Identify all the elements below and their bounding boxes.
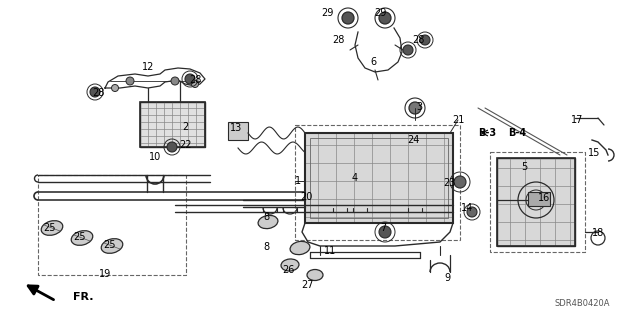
- Circle shape: [342, 12, 354, 24]
- Circle shape: [191, 80, 198, 87]
- Text: 4: 4: [352, 173, 358, 183]
- Text: FR.: FR.: [73, 292, 93, 302]
- Text: 19: 19: [99, 269, 111, 279]
- Ellipse shape: [307, 270, 323, 280]
- Text: 5: 5: [521, 162, 527, 172]
- Bar: [305, 133, 453, 223]
- Text: 24: 24: [407, 135, 419, 145]
- Text: 27: 27: [301, 280, 314, 290]
- Text: 20: 20: [300, 192, 312, 202]
- Text: SDR4B0420A: SDR4B0420A: [554, 299, 610, 308]
- Text: 28: 28: [189, 75, 201, 85]
- Text: 16: 16: [538, 193, 550, 203]
- Text: 21: 21: [452, 115, 464, 125]
- Text: 2: 2: [182, 122, 188, 132]
- Bar: [497, 158, 575, 246]
- Circle shape: [403, 45, 413, 55]
- Text: 28: 28: [92, 88, 104, 98]
- Circle shape: [90, 87, 100, 97]
- Text: 28: 28: [332, 35, 344, 45]
- Circle shape: [185, 74, 195, 84]
- Ellipse shape: [71, 231, 93, 245]
- Circle shape: [111, 85, 118, 92]
- Text: B-4: B-4: [508, 128, 526, 138]
- Bar: [490, 152, 585, 252]
- Text: 1: 1: [295, 176, 301, 186]
- Text: 18: 18: [592, 228, 604, 238]
- Circle shape: [420, 35, 430, 45]
- Ellipse shape: [101, 239, 123, 253]
- Text: B-3: B-3: [478, 128, 496, 138]
- Text: 10: 10: [149, 152, 161, 162]
- Circle shape: [467, 207, 477, 217]
- Bar: [38, 175, 186, 275]
- Circle shape: [171, 77, 179, 85]
- Text: 29: 29: [374, 8, 386, 18]
- Text: 25: 25: [104, 240, 116, 250]
- Ellipse shape: [281, 259, 299, 271]
- Text: 8: 8: [263, 212, 269, 222]
- Text: 17: 17: [571, 115, 583, 125]
- Bar: [228, 122, 248, 140]
- Text: 13: 13: [230, 123, 242, 133]
- Ellipse shape: [41, 221, 63, 235]
- Text: 25: 25: [44, 223, 56, 233]
- Bar: [140, 102, 205, 147]
- Bar: [140, 102, 205, 147]
- Bar: [497, 158, 575, 246]
- Text: 28: 28: [412, 35, 424, 45]
- Text: 7: 7: [380, 223, 386, 233]
- Text: 6: 6: [370, 57, 376, 67]
- Text: 29: 29: [321, 8, 333, 18]
- Circle shape: [126, 77, 134, 85]
- Text: 26: 26: [282, 265, 294, 275]
- Text: 15: 15: [588, 148, 600, 158]
- Circle shape: [379, 226, 391, 238]
- Ellipse shape: [290, 241, 310, 255]
- Text: 9: 9: [444, 273, 450, 283]
- Ellipse shape: [258, 215, 278, 229]
- Bar: [305, 133, 453, 223]
- Circle shape: [454, 176, 466, 188]
- Text: 23: 23: [443, 178, 455, 188]
- Text: 11: 11: [324, 246, 336, 256]
- Text: 14: 14: [461, 203, 473, 213]
- Ellipse shape: [399, 136, 421, 148]
- Circle shape: [167, 142, 177, 152]
- Bar: [295, 125, 460, 240]
- Circle shape: [379, 12, 391, 24]
- Text: 22: 22: [179, 140, 191, 150]
- Text: 12: 12: [142, 62, 154, 72]
- Text: 25: 25: [74, 232, 86, 242]
- Circle shape: [409, 102, 421, 114]
- Text: 3: 3: [416, 102, 422, 112]
- Text: 8: 8: [263, 242, 269, 252]
- Bar: [310, 138, 448, 218]
- Bar: [528, 192, 550, 206]
